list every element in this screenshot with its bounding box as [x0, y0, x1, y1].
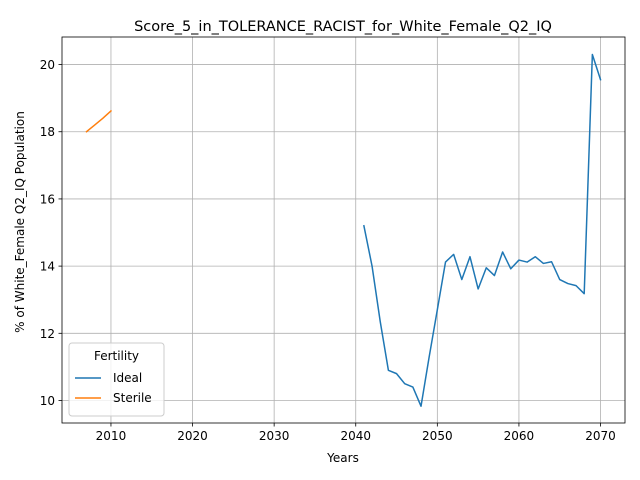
y-axis: 10 12 14 16 18 20 — [40, 58, 62, 408]
x-tick-label: 2070 — [585, 429, 616, 443]
x-tick-label: 2030 — [259, 429, 290, 443]
y-tick-label: 10 — [40, 394, 55, 408]
x-tick-label: 2060 — [504, 429, 535, 443]
plot-frame — [61, 36, 626, 424]
y-axis-title: % of White_Female Q2_IQ Population — [13, 111, 27, 333]
legend-label-sterile: Sterile — [113, 391, 152, 405]
x-tick-label: 2020 — [177, 429, 208, 443]
y-tick-label: 18 — [40, 125, 55, 139]
legend-label-ideal: Ideal — [113, 371, 142, 385]
x-axis-title: Years — [326, 451, 359, 465]
series-line-ideal — [363, 53, 602, 407]
y-tick-label: 20 — [40, 58, 55, 72]
legend: Fertility Ideal Sterile — [68, 342, 165, 417]
y-tick-label: 12 — [40, 327, 55, 341]
x-tick-label: 2010 — [96, 429, 127, 443]
x-tick-label: 2040 — [340, 429, 371, 443]
y-tick-label: 16 — [40, 192, 55, 206]
chart-title: Score_5_in_TOLERANCE_RACIST_for_White_Fe… — [134, 19, 552, 35]
x-axis: 2010 2020 2030 2040 2050 2060 2070 — [96, 423, 616, 443]
data-series — [85, 53, 602, 407]
x-tick-label: 2050 — [422, 429, 453, 443]
legend-title: Fertility — [94, 349, 139, 363]
y-tick-label: 14 — [40, 260, 55, 274]
series-line-sterile — [85, 109, 113, 133]
